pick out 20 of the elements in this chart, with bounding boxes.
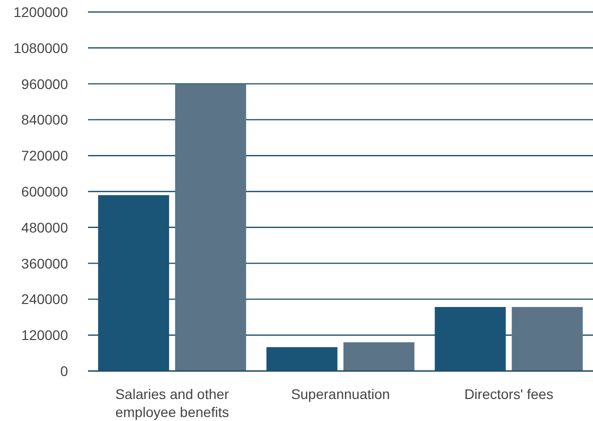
bar [434,306,506,371]
y-tick-label: 840000 [21,112,68,128]
bar [343,342,414,371]
y-tick-label: 120000 [21,327,68,344]
y-tick-label: 240000 [21,291,68,308]
bar [512,306,583,371]
y-tick-label: 0 [60,362,68,379]
y-tick-label: 480000 [21,219,68,236]
y-tick-label: 960000 [21,76,68,92]
bar [175,84,246,371]
bar [98,195,170,371]
y-tick-label: 1080000 [13,40,68,56]
y-tick-label: 720000 [21,148,68,164]
bar [266,347,338,371]
y-tick-label: 600000 [21,183,68,200]
x-tick-label: Salaries and other employee benefits [115,386,230,420]
y-tick-label: 1200000 [13,4,68,20]
x-tick-label: Directors' fees [464,386,554,402]
y-tick-label: 360000 [21,255,68,272]
x-tick-label: Superannuation [291,386,390,402]
